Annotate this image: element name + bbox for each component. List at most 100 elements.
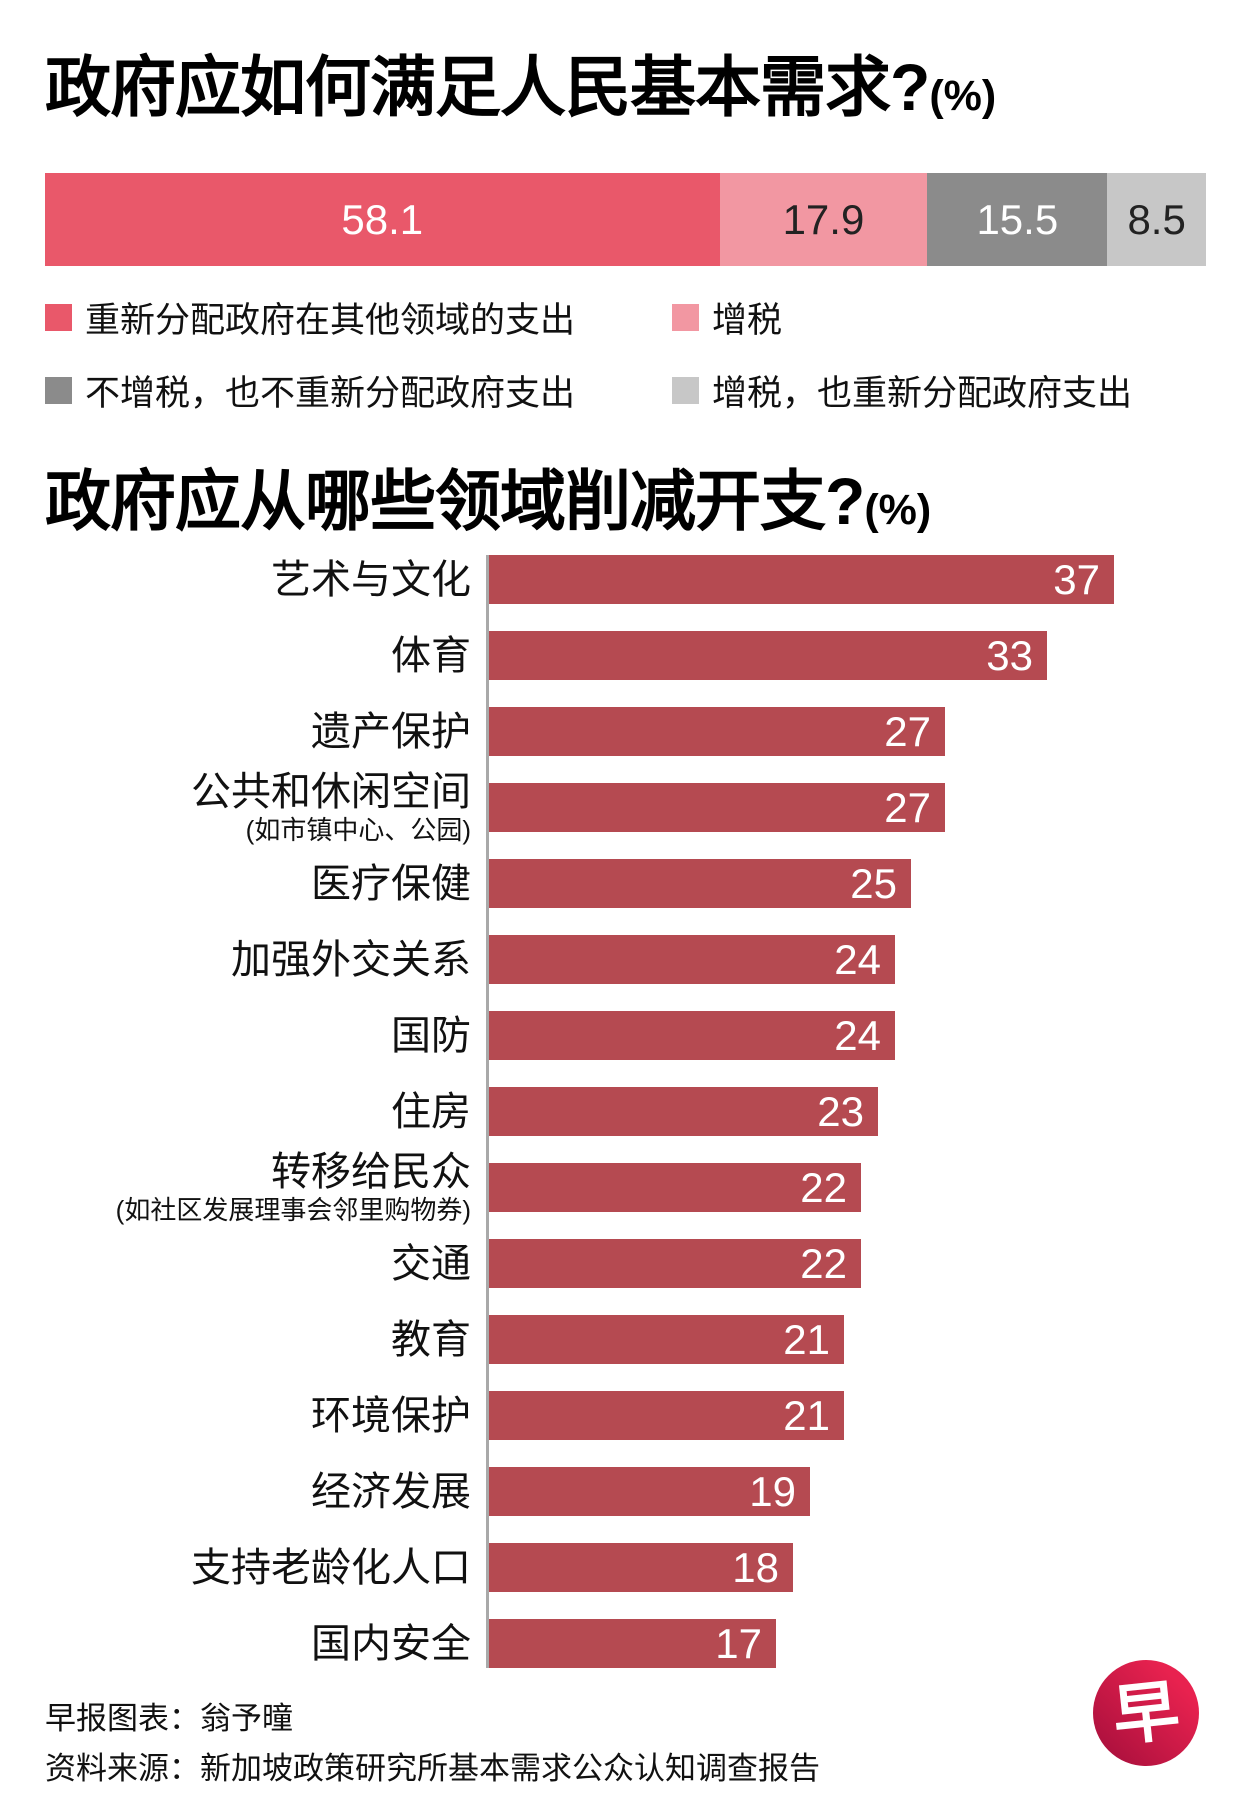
bar-value: 22 [800,1163,847,1211]
bar-label: 教育 [45,1319,489,1361]
bar-label-sub: (如社区发展理事会邻里购物券) [115,1194,471,1225]
bar-label-main: 环境保护 [311,1393,471,1438]
source-line: 资料来源：新加坡政策研究所基本需求公众认知调查报告 [45,1751,820,1786]
bar-label-main: 住房 [391,1089,471,1134]
bar-track: 24 [489,935,1206,984]
bar-track: 21 [489,1391,1206,1440]
bar-value: 22 [800,1239,847,1287]
bar-track: 21 [489,1315,1206,1364]
bar-label-main: 艺术与文化 [271,557,471,602]
bar-label-main: 国内安全 [311,1621,471,1666]
bar-row: 医疗保健 25 [45,859,1206,908]
bar-label-main: 体育 [391,633,471,678]
bar-track: 18 [489,1543,1206,1592]
bar-label-main: 转移给民众 [271,1149,471,1194]
bar-label: 加强外交关系 [45,939,489,981]
bar-value: 17 [715,1619,762,1667]
credit-line: 早报图表：翁予曈 [45,1701,293,1736]
legend-label: 不增税，也不重新分配政府支出 [85,374,576,413]
bar-value: 24 [834,935,881,983]
bar: 25 [489,859,911,908]
bar-label-main: 遗产保护 [311,709,471,754]
bar-row: 国内安全 17 [45,1619,1206,1668]
bar-row: 国防 24 [45,1011,1206,1060]
stacked-segment-0: 58.1 [45,173,720,266]
bar-row: 公共和休闲空间 (如市镇中心、公园) 27 [45,771,1206,844]
stacked-segment-1: 17.9 [719,173,928,266]
bar-value: 24 [834,1011,881,1059]
bar-row: 艺术与文化 37 [45,555,1206,604]
bar-track: 27 [489,783,1206,832]
legend-label: 增税，也重新分配政府支出 [712,374,1133,413]
bar-value: 33 [986,631,1033,679]
bar-label-main: 交通 [391,1241,471,1286]
bar-track: 23 [489,1087,1206,1136]
bar-label-main: 国防 [391,1013,471,1058]
bar-label: 体育 [45,635,489,677]
legend-swatch [672,304,699,331]
chart1-title-text: 政府应如何满足人民基本需求? [45,50,930,124]
bar-track: 19 [489,1467,1206,1516]
bar-label-main: 经济发展 [311,1469,471,1514]
chart1-title-unit: (%) [929,72,997,120]
chart2-title-unit: (%) [864,486,932,534]
bar-track: 22 [489,1239,1206,1288]
stacked-bar: 58.1 17.9 15.5 8.5 [45,173,1206,266]
bar-row: 体育 33 [45,631,1206,680]
bar: 24 [489,1011,895,1060]
bar-track: 33 [489,631,1206,680]
bar-label: 支持老龄化人口 [45,1547,489,1589]
chart2-title: 政府应从哪些领域削减开支?(%) [45,448,1206,544]
bar-label: 遗产保护 [45,711,489,753]
bar-track: 27 [489,707,1206,756]
bar-label: 国防 [45,1015,489,1057]
bar-value: 21 [783,1315,830,1363]
bar-label: 医疗保健 [45,863,489,905]
bar-label: 环境保护 [45,1395,489,1437]
bar: 22 [489,1239,861,1288]
bar-value: 23 [817,1087,864,1135]
legend-label: 增税 [712,301,783,340]
legend-swatch [672,377,699,404]
legend-item-3: 增税，也重新分配政府支出 [672,365,1206,416]
bar-label: 交通 [45,1243,489,1285]
bar: 27 [489,783,945,832]
bar: 24 [489,935,895,984]
bar: 17 [489,1619,776,1668]
bar: 27 [489,707,945,756]
bar: 37 [489,555,1114,604]
bar-row: 教育 21 [45,1315,1206,1364]
bar-row: 环境保护 21 [45,1391,1206,1440]
bar-row: 遗产保护 27 [45,707,1206,756]
bar-value: 37 [1053,555,1100,603]
bar-row: 住房 23 [45,1087,1206,1136]
bar-label: 转移给民众 (如社区发展理事会邻里购物券) [45,1151,489,1224]
y-axis-line [486,555,489,1668]
bar-label-main: 公共和休闲空间 [191,769,471,814]
bar-track: 25 [489,859,1206,908]
zaobao-logo: 早 [1093,1660,1199,1766]
bar: 33 [489,631,1047,680]
bar-track: 37 [489,555,1206,604]
legend: 重新分配政府在其他领域的支出 增税不增税，也不重新分配政府支出 增税，也重新分配政府… [45,292,1206,416]
bar-label-main: 支持老龄化人口 [191,1545,471,1590]
bar-label: 住房 [45,1091,489,1133]
bar-value: 27 [884,783,931,831]
bar-label-main: 加强外交关系 [231,937,471,982]
bar-row: 交通 22 [45,1239,1206,1288]
bar: 18 [489,1543,793,1592]
bar: 21 [489,1315,844,1364]
bar: 19 [489,1467,810,1516]
bar-label: 国内安全 [45,1623,489,1665]
zaobao-logo-character: 早 [1109,1672,1183,1754]
bar-label-main: 医疗保健 [311,861,471,906]
footer: 早报图表：翁予曈 资料来源：新加坡政策研究所基本需求公众认知调查报告 [45,1694,820,1794]
bar-row: 转移给民众 (如社区发展理事会邻里购物券) 22 [45,1151,1206,1224]
bar-label: 公共和休闲空间 (如市镇中心、公园) [45,771,489,844]
bar-row: 经济发展 19 [45,1467,1206,1516]
legend-item-0: 重新分配政府在其他领域的支出 [45,292,672,343]
legend-item-2: 不增税，也不重新分配政府支出 [45,365,672,416]
bar: 21 [489,1391,844,1440]
chart2-title-text: 政府应从哪些领域削减开支? [45,464,865,538]
